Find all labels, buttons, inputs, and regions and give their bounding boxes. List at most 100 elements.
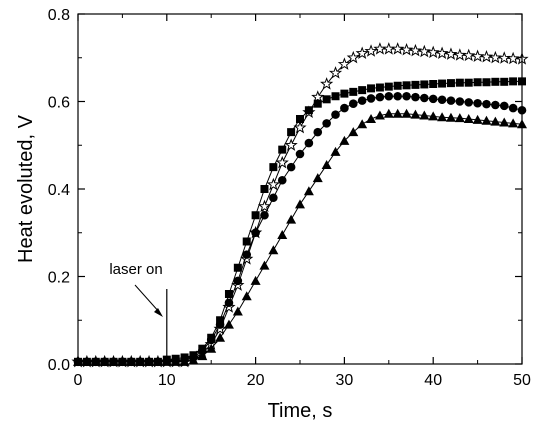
data-point-triangle xyxy=(312,173,323,183)
data-point-triangle xyxy=(303,186,314,196)
data-point-triangle xyxy=(250,275,261,285)
data-point-triangle xyxy=(366,114,377,123)
data-point-square xyxy=(367,84,376,93)
data-point-triangle xyxy=(330,146,341,156)
data-point-square xyxy=(375,83,384,92)
data-point-triangle xyxy=(232,306,243,316)
data-point-circle xyxy=(420,93,429,103)
data-point-circle xyxy=(215,320,225,329)
y-tick-label: 0.6 xyxy=(48,95,70,112)
data-point-circle xyxy=(384,91,394,101)
x-tick-label: 50 xyxy=(513,372,531,389)
data-point-circle xyxy=(357,96,367,105)
data-point-triangle xyxy=(321,159,332,169)
data-point-square xyxy=(233,263,242,272)
data-point-circle xyxy=(198,346,207,356)
data-point-star xyxy=(479,49,494,63)
data-point-star xyxy=(266,177,280,191)
data-point-circle xyxy=(473,98,482,108)
data-point-circle xyxy=(508,103,518,113)
data-point-triangle xyxy=(374,110,385,120)
data-point-circle xyxy=(242,250,252,259)
data-point-star xyxy=(435,46,449,59)
data-point-circle xyxy=(233,276,243,286)
data-point-circle xyxy=(269,193,278,203)
data-point-circle xyxy=(446,96,456,105)
data-point-square xyxy=(384,82,393,91)
data-point-square xyxy=(313,99,322,108)
data-point-triangle xyxy=(295,199,305,209)
data-point-circle xyxy=(455,97,465,106)
data-point-square xyxy=(509,77,518,86)
data-point-circle xyxy=(286,162,296,172)
data-point-circle xyxy=(304,138,314,148)
data-point-triangle xyxy=(241,291,252,301)
data-point-triangle xyxy=(383,108,394,118)
data-point-triangle xyxy=(481,115,492,125)
data-point-square xyxy=(429,80,438,88)
data-point-square xyxy=(491,77,500,86)
data-point-square xyxy=(322,95,331,104)
data-point-square xyxy=(411,80,420,89)
data-point-square xyxy=(304,106,313,115)
data-point-circle xyxy=(366,94,376,103)
data-point-star xyxy=(444,47,458,60)
data-point-triangle xyxy=(392,108,403,118)
data-point-circle xyxy=(499,101,509,111)
data-point-square xyxy=(500,77,509,86)
x-axis-label: Time, s xyxy=(268,400,333,422)
data-point-star xyxy=(391,42,405,55)
data-point-star xyxy=(346,50,360,64)
data-point-star xyxy=(328,66,343,79)
data-point-star xyxy=(275,155,289,169)
data-point-star xyxy=(257,199,272,213)
data-point-star xyxy=(462,48,476,62)
data-point-triangle xyxy=(268,245,279,255)
data-point-square xyxy=(420,80,429,89)
data-point-square xyxy=(455,78,464,87)
data-point-square xyxy=(260,185,269,193)
y-tick-label: 0.0 xyxy=(48,357,70,374)
data-point-square xyxy=(224,290,233,298)
data-point-circle xyxy=(464,98,474,107)
y-axis-label: Heat evoluted, V xyxy=(15,114,37,263)
data-point-circle xyxy=(437,95,447,105)
data-point-circle xyxy=(482,99,491,109)
data-point-triangle xyxy=(428,111,439,121)
data-point-triangle xyxy=(206,343,217,353)
data-point-circle xyxy=(402,91,411,101)
data-point-star xyxy=(399,42,414,56)
data-point-square xyxy=(446,79,455,88)
data-point-square xyxy=(393,81,402,90)
data-point-circle xyxy=(428,94,438,104)
data-point-star xyxy=(311,90,325,103)
data-point-star xyxy=(337,57,351,70)
data-point-square xyxy=(251,211,260,220)
data-point-square xyxy=(296,115,304,123)
data-point-circle xyxy=(322,119,331,128)
data-point-square xyxy=(331,92,340,101)
x-tick-label: 40 xyxy=(424,372,442,389)
data-point-square xyxy=(482,78,491,87)
data-point-triangle xyxy=(348,127,359,137)
data-point-circle xyxy=(375,92,385,102)
data-point-circle xyxy=(491,100,500,110)
x-tick-label: 30 xyxy=(336,372,354,389)
data-point-star xyxy=(426,45,440,59)
data-point-triangle xyxy=(401,108,412,118)
x-tick-label: 0 xyxy=(74,372,83,389)
data-point-triangle xyxy=(508,118,519,128)
data-point-square xyxy=(464,78,473,87)
data-point-triangle xyxy=(197,351,208,361)
data-point-triangle xyxy=(410,109,421,119)
data-point-square xyxy=(216,316,225,325)
data-point-star xyxy=(355,46,369,59)
y-tick-label: 0.4 xyxy=(48,182,70,199)
data-point-square xyxy=(402,81,411,90)
data-point-circle xyxy=(277,175,287,185)
data-point-triangle xyxy=(454,113,465,123)
data-point-triangle xyxy=(490,116,501,126)
data-point-square xyxy=(473,78,482,87)
annotation-layer: laser on xyxy=(109,261,168,360)
